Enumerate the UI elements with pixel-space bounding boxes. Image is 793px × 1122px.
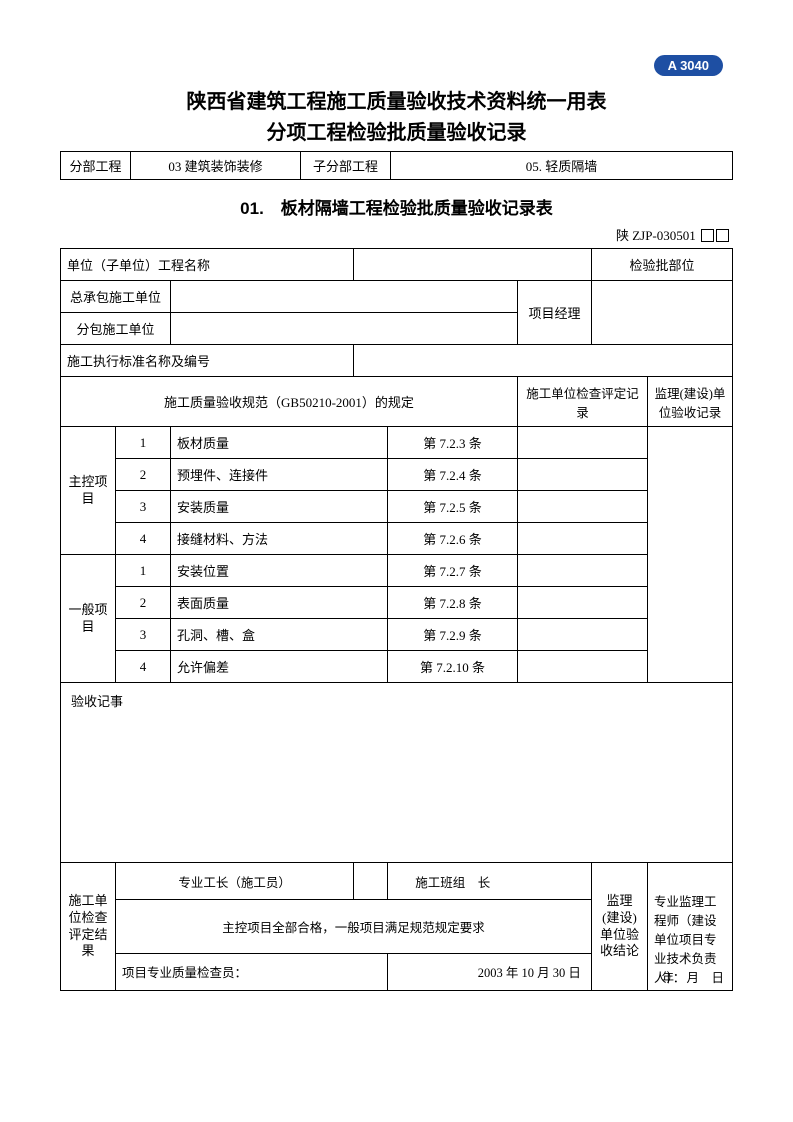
mi-n-0: 1: [116, 427, 171, 459]
col-supervise-record: 监理(建设)单位验收记录: [648, 377, 733, 427]
mi-name-3: 接缝材料、方法: [171, 523, 388, 555]
gi-n-0: 1: [116, 555, 171, 587]
gi-n-3: 4: [116, 651, 171, 683]
mi-name-2: 安装质量: [171, 491, 388, 523]
mi-n-2: 3: [116, 491, 171, 523]
field-general-contractor: [171, 281, 518, 313]
label-general-contractor: 总承包施工单位: [61, 281, 171, 313]
mi-name-0: 板材质量: [171, 427, 388, 459]
doc-code-text: 陕 ZJP-030501: [616, 228, 696, 243]
gi-n-1: 2: [116, 587, 171, 619]
gi-clause-0: 第 7.2.7 条: [388, 555, 518, 587]
gi-name-2: 孔洞、槽、盒: [171, 619, 388, 651]
label-subcontractor: 分包施工单位: [61, 313, 171, 345]
hs-label-2: 子分部工程: [301, 152, 391, 180]
mi-clause-1: 第 7.2.4 条: [388, 459, 518, 491]
gi-check-1: [518, 587, 648, 619]
page-title-sub: 分项工程检验批质量验收记录: [60, 116, 733, 145]
label-foreman: 专业工长（施工员）: [116, 863, 354, 900]
mi-clause-3: 第 7.2.6 条: [388, 523, 518, 555]
mi-check-0: [518, 427, 648, 459]
mi-name-1: 预埋件、连接件: [171, 459, 388, 491]
gi-name-1: 表面质量: [171, 587, 388, 619]
main-form-table: 单位（子单位）工程名称 检验批部位 总承包施工单位 项目经理 分包施工单位 施工…: [60, 248, 733, 991]
col-check-record: 施工单位检查评定记录: [518, 377, 648, 427]
main-pass-text: 主控项目全部合格，一般项目满足规范规定要求: [116, 900, 592, 954]
field-pm: [591, 281, 732, 345]
label-construct-result: 施工单位检查评定结果: [61, 863, 116, 991]
label-main-items: 主控项目: [61, 427, 116, 555]
section-title: 01. 板材隔墙工程检验批质量验收记录表: [60, 194, 733, 219]
label-general-items: 一般项目: [61, 555, 116, 683]
label-pm: 项目经理: [518, 281, 592, 345]
mi-check-3: [518, 523, 648, 555]
gi-check-2: [518, 619, 648, 651]
page-title-main: 陕西省建筑工程施工质量验收技术资料统一用表: [60, 85, 733, 114]
accept-notes-cell: 验收记事: [61, 683, 733, 863]
label-date: 2003 年 10 月 30 日: [388, 953, 592, 990]
hs-label-1: 分部工程: [61, 152, 131, 180]
mi-check-2: [518, 491, 648, 523]
col-spec: 施工质量验收规范（GB50210-2001）的规定: [61, 377, 518, 427]
mi-clause-0: 第 7.2.3 条: [388, 427, 518, 459]
header-strip-table: 分部工程 03 建筑装饰装修 子分部工程 05. 轻质隔墙: [60, 151, 733, 180]
gi-check-3: [518, 651, 648, 683]
label-inspector: 项目专业质量检查员：: [116, 953, 388, 990]
field-foreman: [354, 863, 388, 900]
mi-n-3: 4: [116, 523, 171, 555]
field-subcontractor: [171, 313, 518, 345]
checkbox-1: [701, 229, 714, 242]
supervise-sign-cell: 专业监理工程师（建设单位项目专业技术负责人）： 年 月 日: [648, 863, 733, 991]
field-std-exec: [354, 345, 733, 377]
gi-clause-1: 第 7.2.8 条: [388, 587, 518, 619]
field-team-leader: [518, 863, 592, 900]
gi-name-3: 允许偏差: [171, 651, 388, 683]
label-date-blank: 年 月 日: [661, 967, 724, 986]
gi-n-2: 3: [116, 619, 171, 651]
badge: A 3040: [654, 55, 723, 76]
label-std-exec: 施工执行标准名称及编号: [61, 345, 354, 377]
label-batch-pos: 检验批部位: [591, 249, 732, 281]
gi-check-0: [518, 555, 648, 587]
label-unit-name: 单位（子单位）工程名称: [61, 249, 354, 281]
hs-value-1: 03 建筑装饰装修: [131, 152, 301, 180]
gi-name-0: 安装位置: [171, 555, 388, 587]
gi-clause-3: 第 7.2.10 条: [388, 651, 518, 683]
checkbox-2: [716, 229, 729, 242]
mi-check-1: [518, 459, 648, 491]
label-team-leader: 施工班组 长: [388, 863, 518, 900]
label-accept-notes: 验收记事: [71, 694, 123, 709]
supervise-record-cell: [648, 427, 733, 683]
mi-clause-2: 第 7.2.5 条: [388, 491, 518, 523]
hs-value-2: 05. 轻质隔墙: [391, 152, 733, 180]
label-supervise-conclusion: 监理(建设)单位验收结论: [591, 863, 647, 991]
mi-n-1: 2: [116, 459, 171, 491]
field-unit-name: [354, 249, 592, 281]
doc-code: 陕 ZJP-030501: [60, 225, 733, 244]
gi-clause-2: 第 7.2.9 条: [388, 619, 518, 651]
